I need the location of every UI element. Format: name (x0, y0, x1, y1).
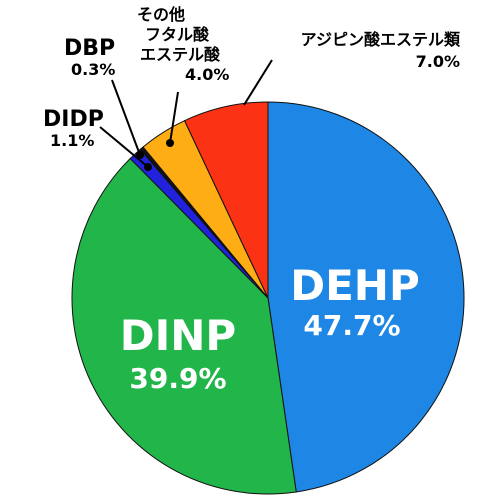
slice-label-dinp: DINP (120, 311, 236, 360)
slice-label-adipate: アジピン酸エステル類 (301, 30, 461, 49)
leader-line-adipate (243, 59, 273, 106)
leader-line-didp (99, 126, 149, 168)
slice-label-other-line-3: エステル酸 (140, 45, 221, 64)
leader-line-dbp (111, 79, 141, 156)
slice-label-other-line-2: フタル酸 (145, 25, 210, 44)
slice-value-adipate: 7.0% (416, 52, 460, 71)
slice-label-other-line-1: その他 (137, 5, 185, 24)
slice-value-didp: 1.1% (50, 131, 94, 150)
pie-slice-dehp (267, 101, 465, 493)
leader-lines (99, 59, 273, 171)
slice-value-dehp: 47.7% (303, 309, 400, 342)
slice-label-dbp: DBP (64, 36, 115, 61)
leader-dot-dbp (136, 151, 144, 159)
leader-dot-other (166, 139, 174, 147)
slice-label-didp: DIDP (43, 107, 104, 132)
slice-value-other: 4.0% (185, 65, 229, 84)
slice-value-dbp: 0.3% (71, 60, 115, 79)
pie-slice-adipate (183, 101, 269, 299)
leader-dot-didp (144, 163, 152, 171)
pie-slice-dinp (71, 157, 297, 495)
leader-line-other (169, 91, 179, 144)
pie-slices (71, 101, 465, 495)
slice-value-dinp: 39.9% (129, 362, 226, 395)
slice-label-dehp: DEHP (290, 261, 420, 310)
slice-labels: DEHP 47.7% DINP 39.9% DIDP 1.1% DBP 0.3%… (43, 5, 461, 395)
